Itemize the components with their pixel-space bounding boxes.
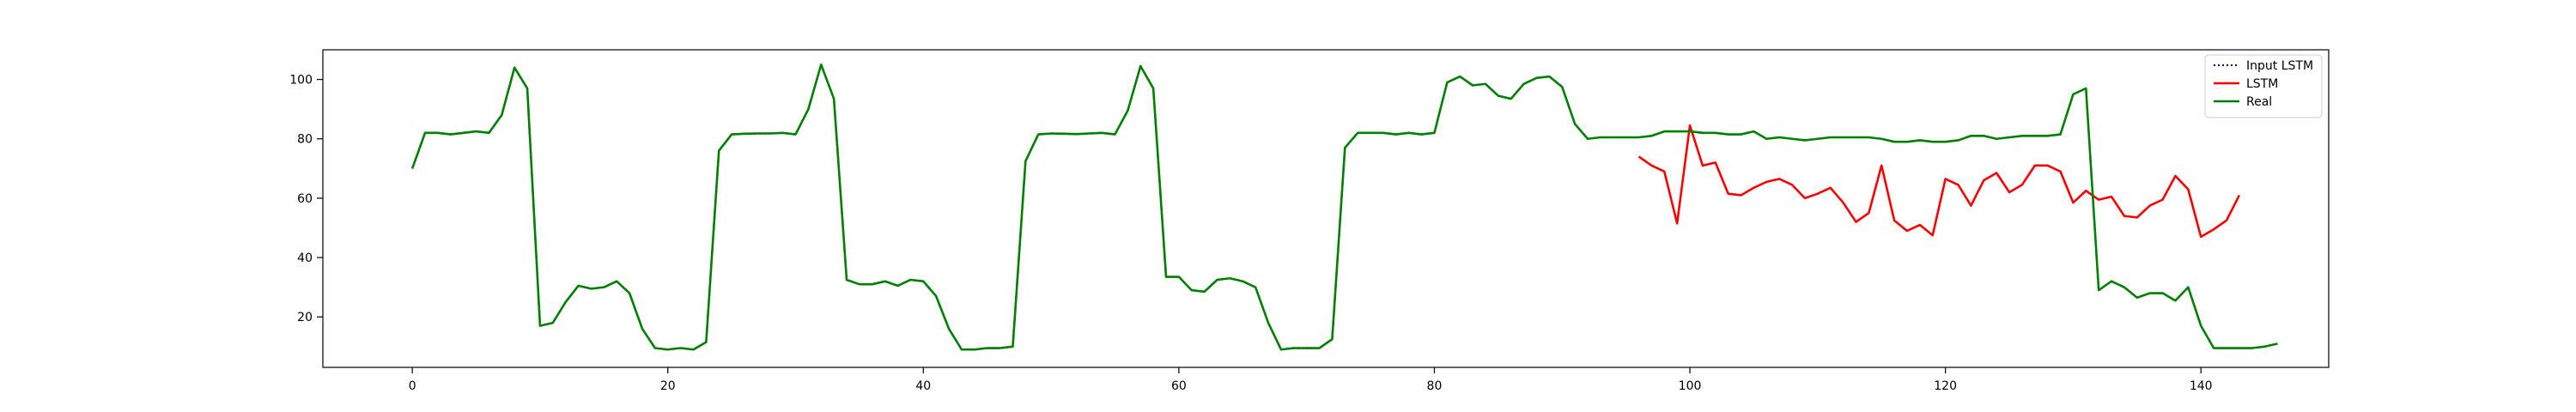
x-tick-label: 60 [1171, 379, 1187, 393]
x-tick-label: 80 [1427, 379, 1443, 393]
x-tick-label: 120 [1934, 379, 1957, 393]
axis-ticks: 0 20 40 60 80 100 120 140 20 40 60 80 100 [289, 74, 2212, 393]
y-tick-label: 60 [297, 192, 313, 206]
x-tick-label: 0 [409, 379, 416, 393]
series-line-lstm [1637, 124, 2241, 239]
y-tick-label: 20 [297, 311, 313, 324]
y-tick-label: 100 [289, 74, 313, 88]
x-tick-label: 140 [2190, 379, 2213, 393]
legend-label: LSTM [2246, 77, 2278, 91]
series-line-real [410, 63, 2278, 351]
y-tick-label: 40 [297, 251, 313, 265]
series-line-input-lstm [411, 64, 1589, 351]
x-tick-label: 100 [1679, 379, 1702, 393]
plot-lines [410, 63, 2278, 351]
x-tick-label: 20 [660, 379, 676, 393]
axes-frame [322, 49, 2330, 368]
legend-label: Real [2246, 95, 2272, 109]
legend: Input LSTM LSTM Real [2204, 54, 2323, 118]
y-tick-label: 80 [297, 133, 313, 147]
legend-label: Input LSTM [2246, 59, 2313, 73]
x-tick-label: 40 [915, 379, 931, 393]
